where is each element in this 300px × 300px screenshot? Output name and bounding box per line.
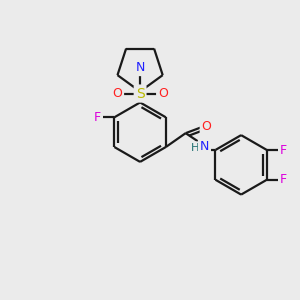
Text: F: F: [94, 111, 101, 124]
Text: O: O: [112, 87, 122, 100]
Text: F: F: [280, 143, 287, 157]
Text: S: S: [136, 86, 145, 100]
Text: N: N: [135, 61, 145, 74]
Text: N: N: [200, 140, 209, 152]
Text: H: H: [190, 143, 199, 153]
Text: F: F: [280, 173, 287, 186]
Text: O: O: [158, 87, 168, 100]
Text: O: O: [202, 120, 212, 133]
